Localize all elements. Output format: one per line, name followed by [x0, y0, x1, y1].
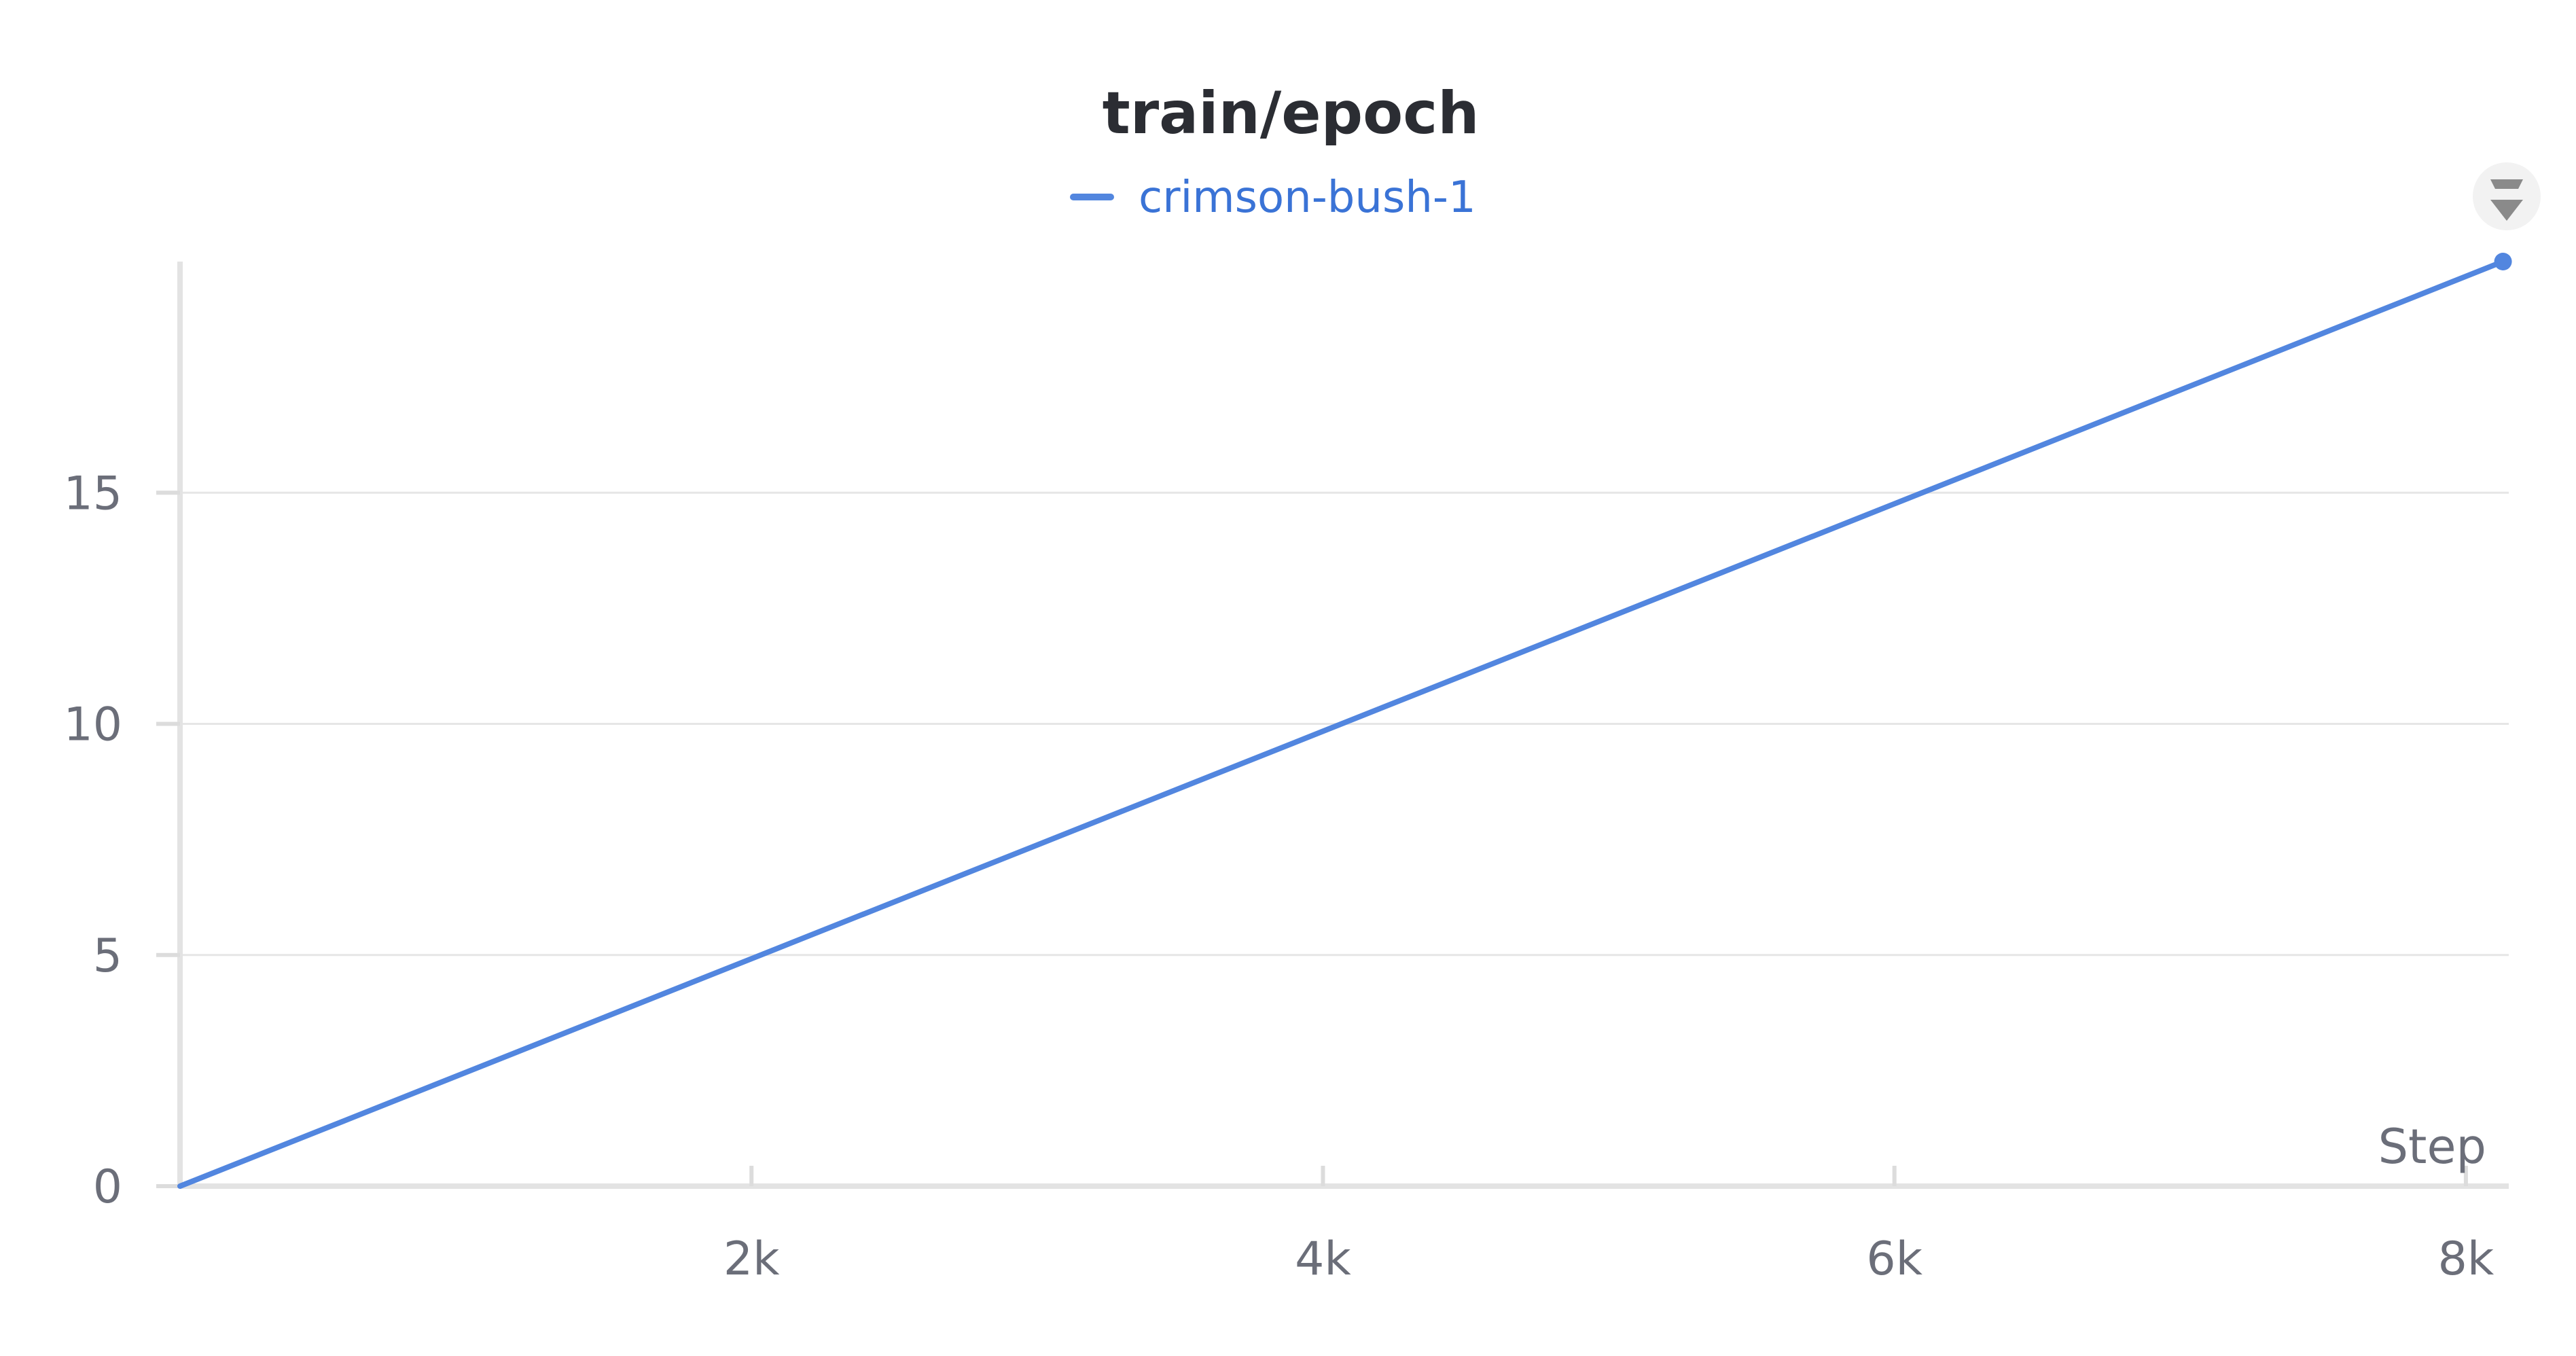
series-line: [177, 259, 2506, 1189]
drag-handle-icon[interactable]: [2473, 162, 2541, 230]
y-tick-label: 0: [93, 1160, 122, 1214]
x-tick-label: 2k: [723, 1232, 780, 1286]
x-axis-label: Step: [2378, 1119, 2486, 1175]
x-tick-label: 4k: [1295, 1232, 1351, 1286]
series-layer: [177, 253, 2512, 1189]
x-tick-label: 8k: [2438, 1232, 2494, 1286]
legend: crimson-bush-1: [1070, 173, 1476, 223]
chart-title: train/epoch: [1103, 79, 1480, 147]
x-tick-label: 6k: [1866, 1232, 1922, 1286]
x-axis-ticks: 2k 4k 6k 8k: [723, 1166, 2494, 1286]
series-end-point[interactable]: [2494, 253, 2512, 270]
y-tick-label: 15: [63, 467, 122, 520]
y-tick-label: 10: [63, 698, 122, 752]
y-tick-label: 5: [93, 929, 122, 983]
legend-label: crimson-bush-1: [1139, 173, 1476, 223]
y-axis-ticks: 0 5 10 15: [63, 467, 180, 1214]
